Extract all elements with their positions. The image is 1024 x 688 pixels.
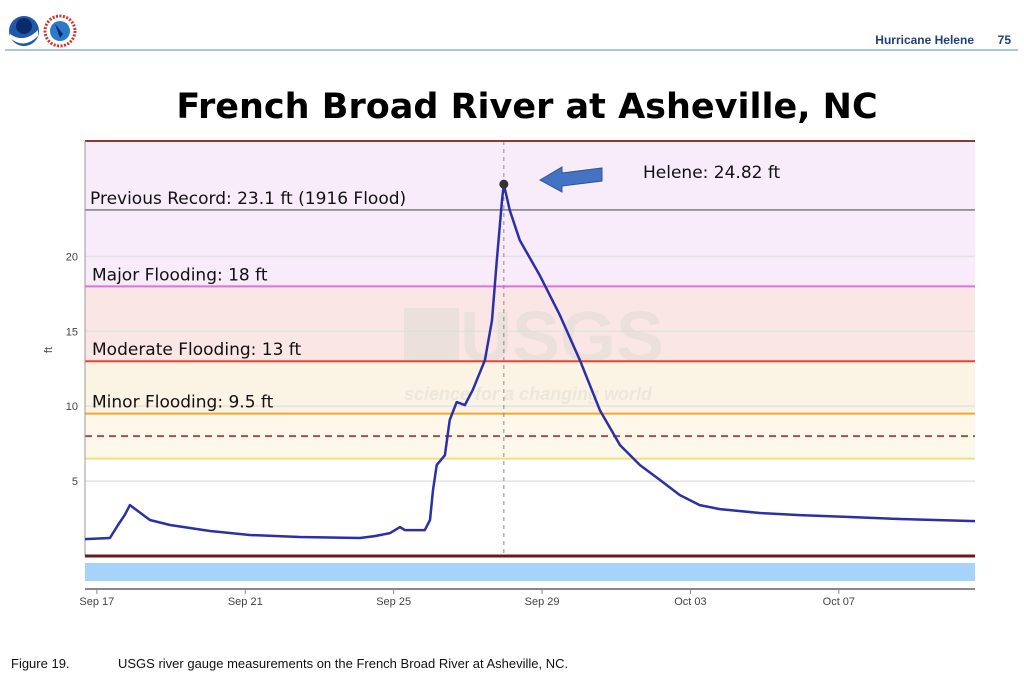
threshold-label-minor: Minor Flooding: 9.5 ft	[92, 393, 274, 413]
threshold-label-record: Previous Record: 23.1 ft (1916 Flood)	[90, 189, 406, 209]
y-tick-label: 10	[66, 401, 78, 413]
nws-logo	[43, 14, 77, 48]
x-tick-label: Sep 29	[525, 596, 560, 608]
y-tick-label: 15	[66, 326, 78, 338]
peak-label: Helene: 24.82 ft	[643, 163, 781, 183]
arrow-icon	[538, 166, 603, 193]
band-moderate	[85, 286, 975, 362]
x-tick-label: Sep 21	[228, 596, 263, 608]
threshold-label-major: Major Flooding: 18 ft	[92, 265, 268, 285]
x-tick-label: Sep 17	[79, 596, 114, 608]
page-number: 75	[998, 33, 1012, 47]
caption-number: Figure 19.	[11, 656, 70, 671]
gage-height-line	[84, 182, 976, 541]
date-range-bar	[85, 563, 975, 581]
report-title: Hurricane Helene	[875, 33, 974, 47]
caption-text: USGS river gauge measurements on the Fre…	[118, 656, 568, 671]
watermark-tagline: science for a changing world	[404, 384, 653, 404]
usgs-watermark: USGS science for a changing world	[404, 298, 664, 404]
watermark-brand: USGS	[460, 298, 664, 378]
x-tick-label: Sep 25	[376, 596, 411, 608]
x-tick-label: Oct 03	[674, 596, 706, 608]
band-minor	[85, 361, 975, 414]
band-major	[85, 141, 975, 287]
y-tick-label: 5	[72, 476, 78, 488]
y-tick-label: 20	[66, 251, 78, 263]
peak-point	[499, 179, 509, 189]
noaa-logo	[9, 16, 39, 46]
x-tick-label: Oct 07	[823, 596, 855, 608]
chart-title: French Broad River at Asheville, NC	[176, 87, 877, 127]
chart: USGS science for a changing world Previo…	[43, 140, 976, 608]
y-axis-label: ft	[43, 347, 55, 353]
threshold-label-moderate: Moderate Flooding: 13 ft	[92, 340, 301, 360]
